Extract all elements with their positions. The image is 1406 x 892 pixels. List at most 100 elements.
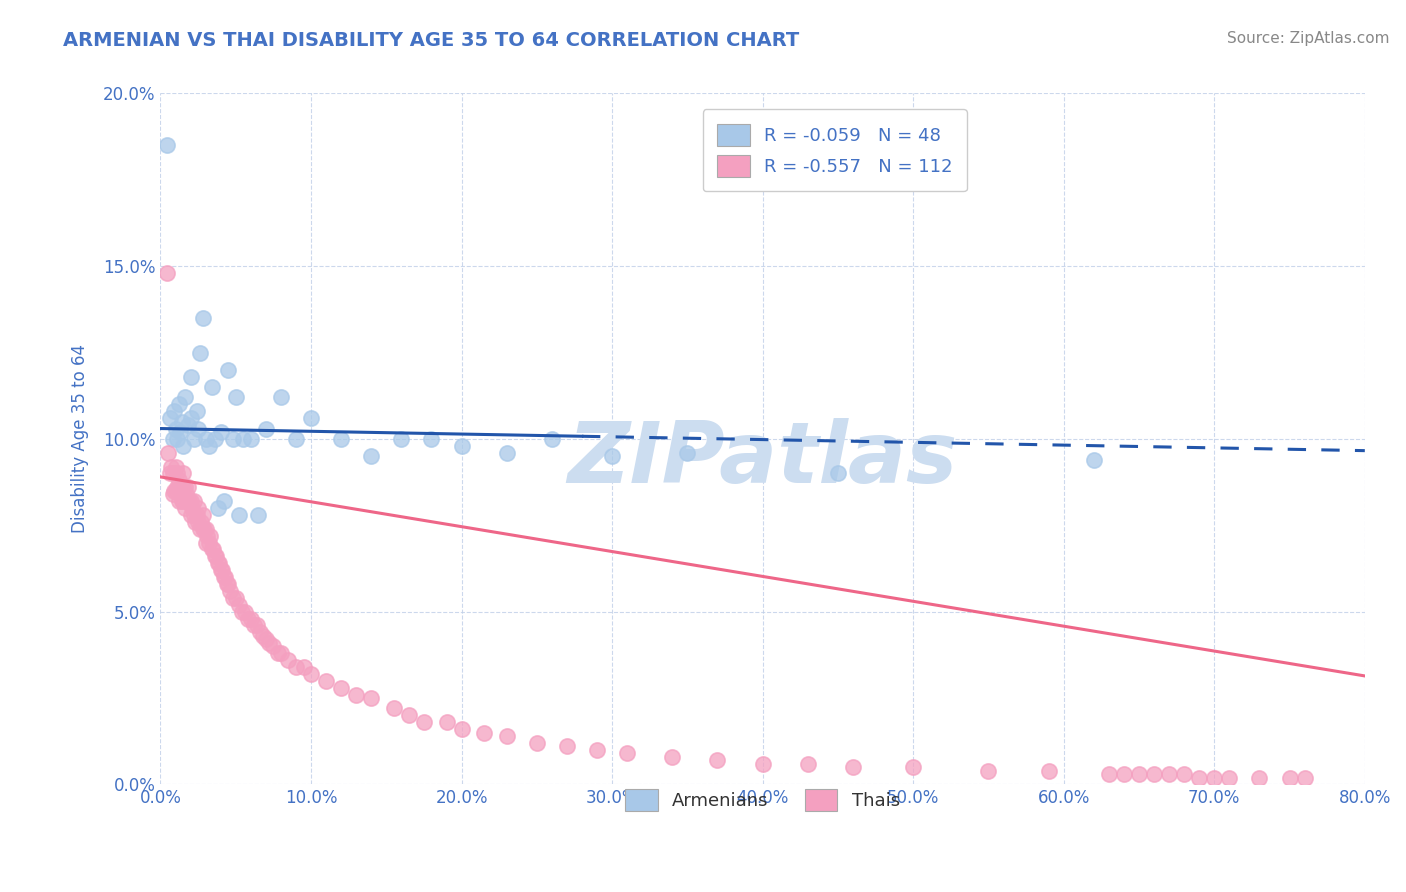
Point: [222, 432, 245, 446]
Point: [247, 508, 270, 522]
Point: [169, 480, 191, 494]
Point: [217, 577, 239, 591]
Point: [176, 418, 198, 433]
Point: [1204, 771, 1226, 785]
Point: [292, 660, 315, 674]
Point: [174, 487, 197, 501]
Point: [162, 432, 184, 446]
Point: [249, 625, 271, 640]
Point: [228, 508, 250, 522]
Point: [208, 556, 231, 570]
Point: [180, 494, 202, 508]
Point: [188, 345, 211, 359]
Point: [194, 535, 217, 549]
Point: [191, 508, 214, 522]
Point: [166, 432, 188, 446]
Point: [204, 432, 226, 446]
Point: [285, 432, 308, 446]
Point: [183, 494, 205, 508]
Point: [360, 691, 382, 706]
Point: [616, 747, 638, 761]
Point: [172, 494, 194, 508]
Point: [661, 749, 683, 764]
Point: [676, 446, 699, 460]
Point: [330, 681, 353, 695]
Point: [187, 501, 209, 516]
Point: [232, 432, 254, 446]
Legend: Armenians, Thais: Armenians, Thais: [613, 776, 912, 824]
Point: [977, 764, 1000, 778]
Point: [180, 411, 202, 425]
Point: [155, 266, 177, 280]
Point: [1278, 771, 1301, 785]
Point: [170, 494, 193, 508]
Point: [330, 432, 353, 446]
Point: [1038, 764, 1060, 778]
Point: [299, 411, 322, 425]
Point: [195, 528, 218, 542]
Point: [797, 756, 820, 771]
Point: [495, 446, 517, 460]
Point: [170, 480, 193, 494]
Y-axis label: Disability Age 35 to 64: Disability Age 35 to 64: [72, 344, 89, 533]
Point: [187, 421, 209, 435]
Point: [163, 404, 186, 418]
Point: [344, 688, 367, 702]
Point: [176, 480, 198, 494]
Point: [193, 522, 215, 536]
Point: [194, 432, 217, 446]
Point: [267, 646, 290, 660]
Point: [1218, 771, 1240, 785]
Point: [209, 563, 232, 577]
Point: [166, 480, 188, 494]
Point: [188, 522, 211, 536]
Point: [165, 483, 187, 498]
Point: [277, 653, 299, 667]
Point: [218, 583, 240, 598]
Point: [495, 729, 517, 743]
Point: [173, 480, 195, 494]
Point: [183, 508, 205, 522]
Point: [225, 591, 247, 605]
Point: [360, 449, 382, 463]
Point: [254, 421, 277, 435]
Point: [541, 432, 564, 446]
Point: [163, 483, 186, 498]
Point: [1128, 767, 1150, 781]
Point: [214, 570, 236, 584]
Point: [1294, 771, 1316, 785]
Point: [207, 501, 229, 516]
Point: [1249, 771, 1271, 785]
Point: [236, 611, 259, 625]
Point: [1112, 767, 1135, 781]
Point: [450, 439, 472, 453]
Point: [201, 542, 224, 557]
Point: [167, 397, 190, 411]
Point: [212, 494, 235, 508]
Point: [270, 391, 292, 405]
Point: [526, 736, 548, 750]
Point: [212, 570, 235, 584]
Point: [165, 421, 187, 435]
Point: [162, 467, 184, 481]
Point: [172, 480, 194, 494]
Point: [186, 404, 208, 418]
Point: [211, 563, 233, 577]
Point: [413, 715, 436, 730]
Point: [398, 708, 420, 723]
Point: [299, 666, 322, 681]
Point: [159, 467, 181, 481]
Point: [586, 743, 609, 757]
Point: [1083, 452, 1105, 467]
Point: [262, 639, 284, 653]
Point: [600, 449, 623, 463]
Point: [194, 522, 217, 536]
Point: [166, 467, 188, 481]
Point: [1143, 767, 1166, 781]
Point: [187, 515, 209, 529]
Point: [270, 646, 292, 660]
Point: [170, 415, 193, 429]
Point: [901, 760, 924, 774]
Point: [207, 556, 229, 570]
Point: [228, 598, 250, 612]
